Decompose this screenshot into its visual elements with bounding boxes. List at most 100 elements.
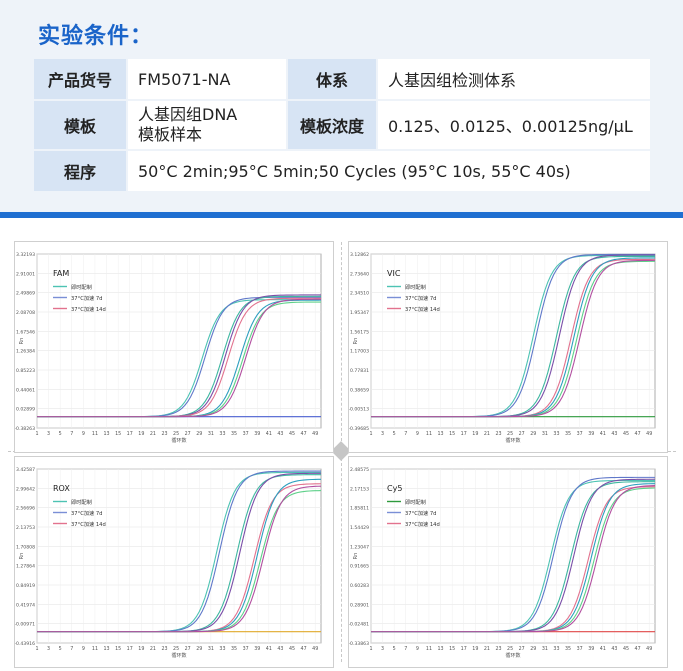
x-tick-label: 39 xyxy=(588,431,594,437)
x-tick-label: 29 xyxy=(196,431,202,437)
x-tick-label: 29 xyxy=(530,431,536,437)
value-system: 人基因组检测体系 xyxy=(378,59,650,99)
x-tick-label: 29 xyxy=(530,646,536,652)
x-tick-label: 1 xyxy=(35,646,38,652)
y-tick-label: 0.60283 xyxy=(350,583,369,589)
x-tick-label: 37 xyxy=(243,646,249,652)
section-title: 实验条件： xyxy=(38,24,154,49)
y-tick-label: 2.73640 xyxy=(350,271,369,277)
legend-entry: 37°C加速 7d xyxy=(71,294,102,302)
label-template-concentration: 模板浓度 xyxy=(288,101,376,149)
x-tick-label: 1 xyxy=(369,431,372,437)
x-tick-label: 45 xyxy=(289,431,295,437)
value-template-concentration: 0.125、0.0125、0.00125ng/μL xyxy=(378,101,650,149)
x-tick-label: 47 xyxy=(301,431,307,437)
y-tick-label: 2.49869 xyxy=(16,291,35,297)
x-tick-label: 25 xyxy=(507,431,513,437)
value-product-code: FM5071-NA xyxy=(128,59,286,99)
plot-area xyxy=(370,253,656,429)
x-tick-label: 35 xyxy=(565,646,571,652)
x-tick-label: 35 xyxy=(565,431,571,437)
x-tick-label: 49 xyxy=(312,431,318,437)
x-tick-label: 47 xyxy=(635,646,641,652)
x-tick-label: 21 xyxy=(150,646,156,652)
x-tick-label: 1 xyxy=(369,646,372,652)
table-row: 程序 50°C 2min;95°C 5min;50 Cycles (95°C 1… xyxy=(34,151,650,191)
y-tick-label: -0.38263 xyxy=(15,426,35,432)
x-tick-label: 9 xyxy=(82,431,85,437)
x-tick-label: 13 xyxy=(103,431,109,437)
x-tick-label: 47 xyxy=(635,431,641,437)
amplification-curve xyxy=(37,485,322,633)
y-tick-label: 1.27864 xyxy=(16,564,35,570)
legend-entry: 37°C加速 14d xyxy=(71,305,106,313)
amplification-chart-vic: 3.12862 2.73640 2.34510 1.95347 1.56175 1.170… xyxy=(348,252,656,444)
x-axis-label: 循环数 xyxy=(505,437,520,444)
x-tick-label: 17 xyxy=(127,646,133,652)
y-tick-label: 1.70808 xyxy=(16,544,35,550)
x-tick-label: 9 xyxy=(82,646,85,652)
x-tick-label: 43 xyxy=(611,431,617,437)
x-tick-label: 23 xyxy=(495,646,501,652)
x-axis-label: 循环数 xyxy=(505,652,520,659)
x-tick-label: 37 xyxy=(577,431,583,437)
x-tick-label: 27 xyxy=(185,646,191,652)
legend-entry: 37°C加速 14d xyxy=(405,305,440,313)
y-tick-label: -0.43916 xyxy=(15,641,35,647)
y-tick-label: 0.85223 xyxy=(16,368,35,374)
x-tick-label: 3 xyxy=(381,646,384,652)
y-tick-label: -0.00971 xyxy=(15,622,35,628)
x-tick-label: 7 xyxy=(70,431,73,437)
value-program: 50°C 2min;95°C 5min;50 Cycles (95°C 10s,… xyxy=(128,151,650,191)
section-divider-bar xyxy=(0,212,683,218)
x-tick-label: 41 xyxy=(600,431,606,437)
x-tick-label: 13 xyxy=(103,646,109,652)
x-tick-label: 37 xyxy=(243,431,249,437)
x-tick-label: 31 xyxy=(208,431,214,437)
value-template-line1: 人基因组DNA xyxy=(138,105,238,124)
x-tick-label: 21 xyxy=(484,646,490,652)
x-tick-label: 7 xyxy=(404,431,407,437)
x-tick-label: 17 xyxy=(461,431,467,437)
y-tick-label: 1.54429 xyxy=(350,525,369,531)
x-tick-label: 45 xyxy=(289,646,295,652)
chart-panel-cy5: 2.48575 2.17153 1.85811 1.54429 1.23047 0.916… xyxy=(348,456,668,668)
value-template: 人基因组DNA 模板样本 xyxy=(128,101,286,149)
amplification-curve xyxy=(37,298,322,418)
x-tick-label: 49 xyxy=(312,646,318,652)
x-tick-label: 19 xyxy=(138,646,144,652)
x-tick-label: 5 xyxy=(393,646,396,652)
chart-panel-vic: 3.12862 2.73640 2.34510 1.95347 1.56175 1.170… xyxy=(348,241,668,453)
x-tick-label: 11 xyxy=(426,646,432,652)
x-tick-label: 35 xyxy=(231,646,237,652)
y-tick-label: 1.85811 xyxy=(350,506,369,512)
y-tick-label: 3.32193 xyxy=(16,252,35,258)
x-tick-label: 27 xyxy=(185,431,191,437)
legend-entry: 即时配制 xyxy=(405,498,426,506)
x-axis-label: 循环数 xyxy=(171,437,186,444)
y-tick-label: 0.41974 xyxy=(16,602,35,608)
y-tick-label: 1.67546 xyxy=(16,329,35,335)
y-tick-label: -0.39685 xyxy=(349,426,369,432)
x-tick-label: 43 xyxy=(277,431,283,437)
label-program: 程序 xyxy=(34,151,126,191)
legend-entry: 37°C加速 14d xyxy=(71,520,106,528)
label-product-code: 产品货号 xyxy=(34,59,126,99)
chart-title: ROX xyxy=(53,484,70,493)
y-tick-label: 0.38659 xyxy=(350,387,369,393)
y-tick-label: 2.56696 xyxy=(16,506,35,512)
legend-entry: 即时配制 xyxy=(71,498,92,506)
y-tick-label: 0.77831 xyxy=(350,368,369,374)
x-tick-label: 41 xyxy=(266,431,272,437)
x-tick-label: 49 xyxy=(646,646,652,652)
table-row: 模板 人基因组DNA 模板样本 模板浓度 0.125、0.0125、0.0012… xyxy=(34,101,650,149)
x-tick-label: 33 xyxy=(219,646,225,652)
x-tick-label: 17 xyxy=(127,431,133,437)
x-tick-label: 23 xyxy=(495,431,501,437)
x-tick-label: 43 xyxy=(611,646,617,652)
legend-entry: 37°C加速 7d xyxy=(71,509,102,517)
chart-panel-rox: 3.42587 2.99642 2.56696 2.13753 1.70808 1.278… xyxy=(14,456,334,668)
y-tick-label: 1.26384 xyxy=(16,349,35,355)
label-system: 体系 xyxy=(288,59,376,99)
x-tick-label: 21 xyxy=(150,431,156,437)
